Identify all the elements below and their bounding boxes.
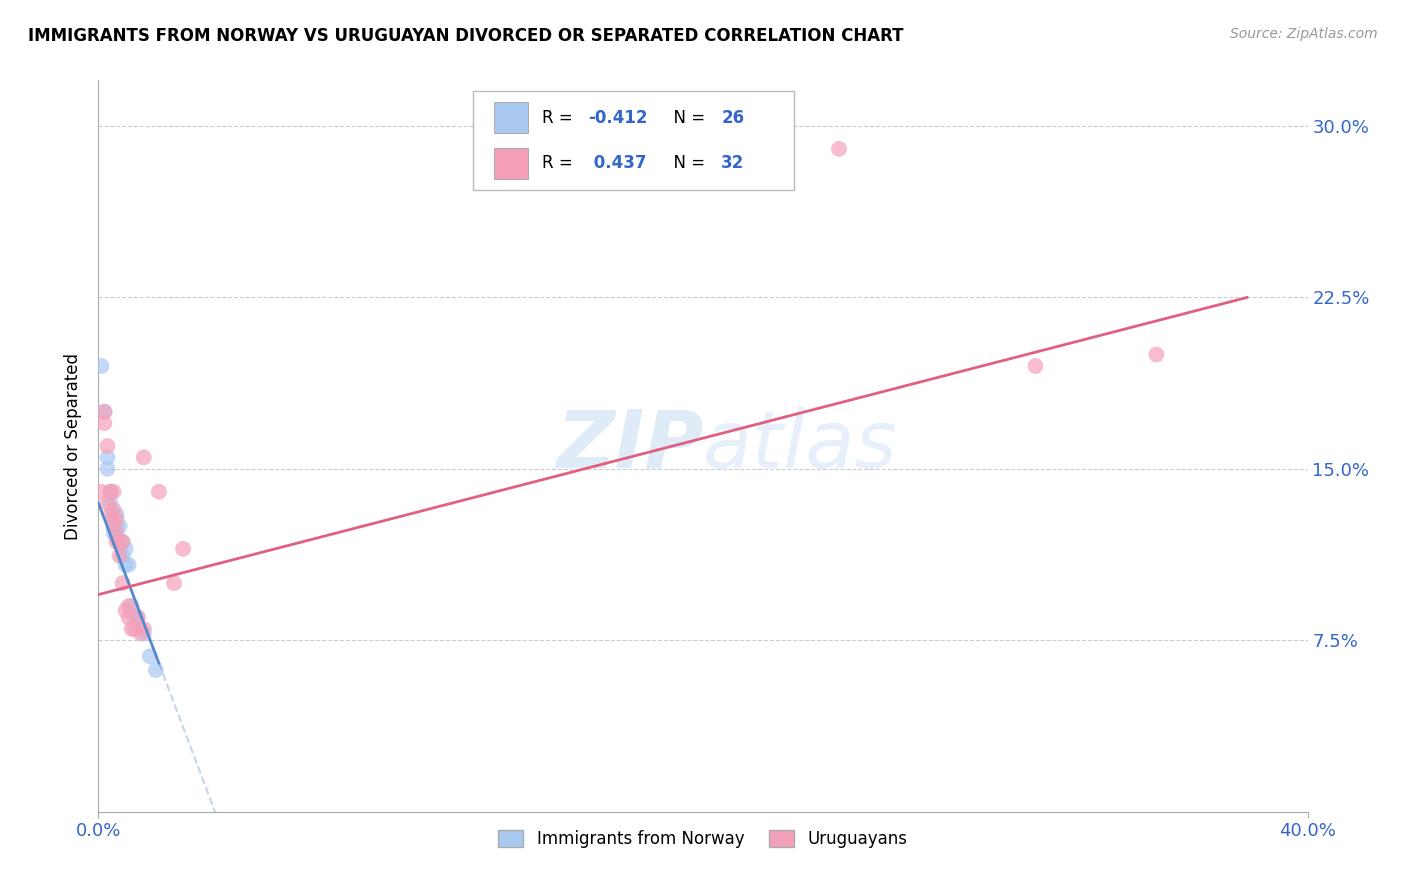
- Point: [93, 416, 115, 430]
- Point: [96, 462, 118, 476]
- Text: 32: 32: [721, 154, 744, 172]
- Point: [148, 484, 170, 499]
- Point: [108, 535, 131, 549]
- Point: [114, 541, 136, 556]
- Legend: Immigrants from Norway, Uruguayans: Immigrants from Norway, Uruguayans: [492, 823, 914, 855]
- Point: [90, 359, 112, 373]
- Point: [1024, 359, 1046, 373]
- Point: [105, 508, 128, 522]
- Point: [111, 576, 134, 591]
- Point: [100, 484, 122, 499]
- Point: [114, 558, 136, 572]
- Bar: [494, 148, 527, 178]
- Text: ZIP: ZIP: [555, 407, 703, 485]
- Point: [105, 512, 128, 526]
- Point: [96, 439, 118, 453]
- Text: 0.437: 0.437: [588, 154, 647, 172]
- Point: [103, 525, 125, 540]
- Point: [118, 558, 141, 572]
- Point: [103, 512, 125, 526]
- Point: [828, 142, 851, 156]
- Point: [90, 484, 112, 499]
- Text: R =: R =: [543, 109, 578, 127]
- Text: N =: N =: [664, 154, 710, 172]
- Y-axis label: Divorced or Separated: Divorced or Separated: [65, 352, 83, 540]
- Point: [111, 535, 134, 549]
- Point: [121, 622, 143, 636]
- Point: [105, 525, 128, 540]
- Point: [103, 519, 125, 533]
- Text: N =: N =: [664, 109, 710, 127]
- Text: Source: ZipAtlas.com: Source: ZipAtlas.com: [1230, 27, 1378, 41]
- Point: [103, 503, 125, 517]
- Point: [103, 508, 125, 522]
- Text: R =: R =: [543, 154, 578, 172]
- Point: [163, 576, 186, 591]
- Point: [93, 405, 115, 419]
- FancyBboxPatch shape: [474, 91, 793, 190]
- Point: [124, 622, 146, 636]
- Point: [127, 610, 149, 624]
- Point: [139, 649, 162, 664]
- Point: [111, 535, 134, 549]
- Point: [105, 519, 128, 533]
- Point: [111, 549, 134, 563]
- Point: [103, 484, 125, 499]
- Text: IMMIGRANTS FROM NORWAY VS URUGUAYAN DIVORCED OR SEPARATED CORRELATION CHART: IMMIGRANTS FROM NORWAY VS URUGUAYAN DIVO…: [28, 27, 904, 45]
- Text: atlas: atlas: [703, 407, 898, 485]
- Point: [108, 535, 131, 549]
- Point: [118, 599, 141, 613]
- Point: [100, 496, 122, 510]
- Point: [1144, 347, 1167, 362]
- Point: [118, 610, 141, 624]
- Bar: [494, 103, 527, 133]
- Point: [127, 610, 149, 624]
- Point: [105, 530, 128, 544]
- Point: [114, 604, 136, 618]
- Point: [132, 622, 155, 636]
- Point: [132, 626, 155, 640]
- Text: -0.412: -0.412: [588, 109, 648, 127]
- Point: [132, 450, 155, 465]
- Point: [129, 626, 152, 640]
- Point: [100, 508, 122, 522]
- Text: 26: 26: [721, 109, 744, 127]
- Point: [121, 599, 143, 613]
- Point: [172, 541, 194, 556]
- Point: [124, 610, 146, 624]
- Point: [145, 663, 167, 677]
- Point: [100, 484, 122, 499]
- Point: [96, 450, 118, 465]
- Point: [93, 405, 115, 419]
- Point: [108, 549, 131, 563]
- Point: [96, 496, 118, 510]
- Point: [105, 535, 128, 549]
- Point: [103, 516, 125, 531]
- Point: [108, 519, 131, 533]
